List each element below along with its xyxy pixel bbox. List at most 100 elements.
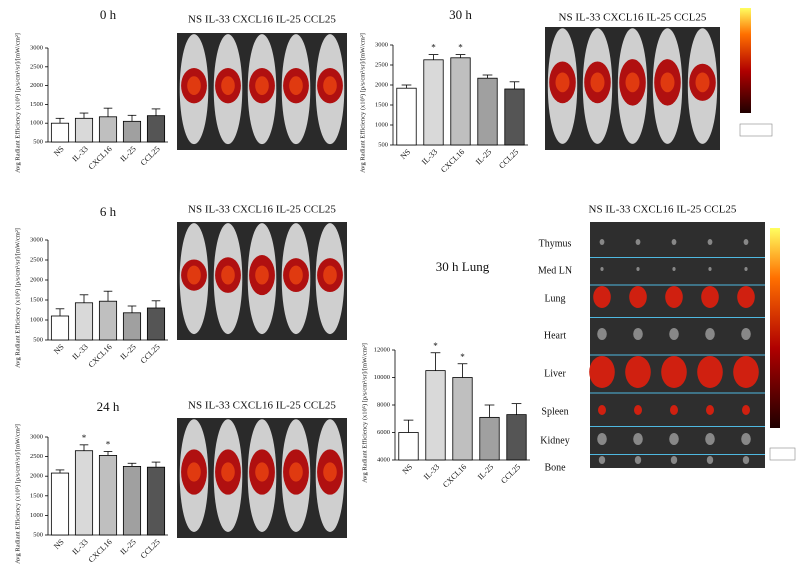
y-axis-label: Avg Radiant Efficiency (x10⁵) [p/s/cm²/s… — [359, 33, 366, 173]
organ — [625, 356, 651, 388]
significance-mark: * — [431, 43, 436, 53]
signal-core — [187, 462, 201, 482]
bar — [122, 312, 142, 341]
x-tick-label: CCL25 — [497, 147, 520, 170]
x-tick-label: CXCL16 — [87, 537, 114, 564]
organ — [599, 239, 605, 245]
bar — [479, 416, 500, 461]
y-tick-label: 3000 — [30, 44, 43, 51]
y-tick-label: 2500 — [375, 61, 388, 68]
chart-title: 30 h Lung — [436, 259, 490, 274]
chart-title: 24 h — [97, 399, 120, 414]
bar — [146, 307, 166, 341]
significance-mark: * — [458, 43, 463, 53]
y-axis-label: Avg Radiant Efficiency (x10⁵) [p/s/cm²/s… — [361, 343, 368, 483]
bar — [50, 472, 70, 536]
y-tick-label: 8000 — [377, 401, 390, 408]
organ — [705, 433, 715, 445]
y-tick-label: 2500 — [30, 256, 43, 263]
organ — [669, 328, 679, 340]
signal-core — [695, 72, 710, 93]
bar — [398, 432, 419, 461]
x-tick-label: IL-25 — [118, 537, 137, 556]
signal-core — [255, 76, 269, 96]
organ — [672, 267, 676, 271]
y-tick-label: 10000 — [374, 374, 390, 381]
organ-label: Heart — [544, 330, 566, 341]
signal-core — [660, 72, 675, 93]
chart-title: 30 h — [449, 7, 472, 22]
x-tick-label: CCL25 — [499, 462, 522, 485]
significance-mark: * — [106, 440, 111, 450]
bar — [477, 77, 498, 146]
x-tick-label: IL-25 — [474, 147, 493, 166]
organ — [669, 433, 679, 445]
bar — [425, 370, 446, 461]
x-tick-label: IL-33 — [70, 537, 89, 556]
bar — [506, 414, 527, 461]
organ — [629, 286, 647, 308]
y-tick-label: 500 — [33, 531, 43, 538]
organ-image — [590, 222, 765, 468]
signal-core — [221, 462, 235, 482]
y-tick-label: 2000 — [375, 81, 388, 88]
bar — [74, 450, 94, 536]
y-axis-label: Avg Radiant Efficiency (x10⁵) [p/s/cm²/s… — [14, 33, 21, 173]
bar — [50, 315, 70, 341]
bar — [504, 88, 525, 146]
organ-label: Thymus — [539, 238, 572, 249]
y-tick-label: 12000 — [374, 346, 390, 353]
organ — [742, 405, 750, 415]
image-label: NS IL-33 CXCL16 IL-25 CCL25 — [188, 14, 336, 26]
x-tick-label: CXCL16 — [439, 147, 466, 174]
x-tick-label: CCL25 — [139, 537, 162, 560]
x-tick-label: CXCL16 — [87, 144, 114, 171]
signal-core — [625, 72, 640, 93]
y-tick-label: 2000 — [30, 276, 43, 283]
signal-core — [323, 265, 337, 285]
organ — [636, 267, 640, 271]
signal-core — [555, 72, 570, 93]
signal-core — [289, 265, 303, 285]
y-tick-label: 6000 — [377, 429, 390, 436]
image-label: NS IL-33 CXCL16 IL-25 CCL25 — [589, 204, 737, 216]
organ — [597, 433, 607, 445]
y-tick-label: 1000 — [30, 316, 43, 323]
signal-core — [289, 76, 303, 96]
bar — [452, 377, 473, 461]
x-tick-label: CXCL16 — [441, 462, 468, 489]
bar — [450, 57, 471, 146]
y-tick-label: 3000 — [30, 433, 43, 440]
signal-core — [221, 265, 235, 285]
organ — [589, 356, 615, 388]
y-tick-label: 1000 — [30, 120, 43, 127]
x-tick-label: CXCL16 — [87, 342, 114, 369]
x-tick-label: IL-33 — [70, 144, 89, 163]
bar — [396, 87, 417, 146]
bar — [98, 300, 118, 341]
organ — [598, 456, 606, 464]
color-bar — [740, 8, 751, 113]
y-axis-label: Avg Radiant Efficiency (x10⁵) [p/s/cm²/s… — [14, 424, 21, 564]
significance-mark: * — [433, 341, 438, 351]
organ — [593, 286, 611, 308]
organ-label: Bone — [544, 462, 566, 473]
color-scale-box — [739, 123, 773, 137]
organ-label: Kidney — [540, 435, 569, 446]
y-tick-label: 500 — [33, 336, 43, 343]
y-tick-label: 1500 — [30, 492, 43, 499]
x-tick-label: NS — [52, 342, 66, 356]
signal-core — [187, 76, 201, 96]
organ — [670, 405, 678, 415]
organ — [741, 328, 751, 340]
organ — [708, 267, 712, 271]
y-tick-label: 2000 — [30, 82, 43, 89]
y-tick-label: 2500 — [30, 453, 43, 460]
y-tick-label: 1500 — [30, 296, 43, 303]
image-label: NS IL-33 CXCL16 IL-25 CCL25 — [188, 400, 336, 412]
y-tick-label: 500 — [378, 141, 388, 148]
y-tick-label: 1000 — [375, 121, 388, 128]
organ — [634, 456, 642, 464]
organ-label: Lung — [544, 293, 565, 304]
